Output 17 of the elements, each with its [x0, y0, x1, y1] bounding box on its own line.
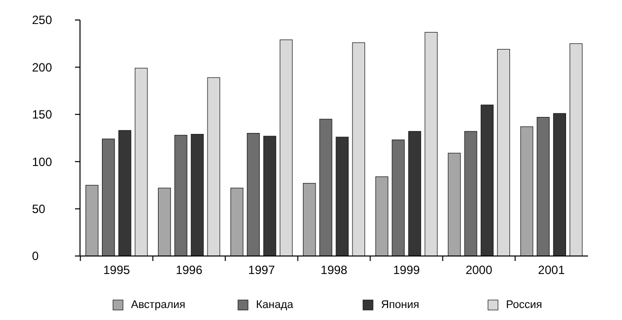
x-tick-label: 1997 [248, 263, 276, 277]
y-tick-label: 0 [32, 249, 39, 264]
x-tick-label: 2000 [466, 263, 493, 277]
x-tick-label: 1998 [320, 263, 348, 277]
x-tick-label: 1995 [103, 263, 130, 277]
legend-label: Россия [506, 299, 542, 312]
y-tick-label: 50 [32, 202, 46, 216]
y-tick-label: 100 [32, 154, 52, 169]
legend-label: Канада [256, 299, 294, 312]
x-tick-label: 1999 [393, 263, 420, 277]
legend-label: Япония [381, 299, 420, 312]
y-tick-label: 200 [32, 60, 52, 74]
y-tick-label: 250 [32, 13, 52, 28]
legend-label: Австралия [131, 299, 186, 312]
y-tick-label: 150 [32, 108, 52, 122]
x-tick-label: 1996 [176, 263, 203, 277]
x-tick-label: 2001 [538, 263, 566, 277]
